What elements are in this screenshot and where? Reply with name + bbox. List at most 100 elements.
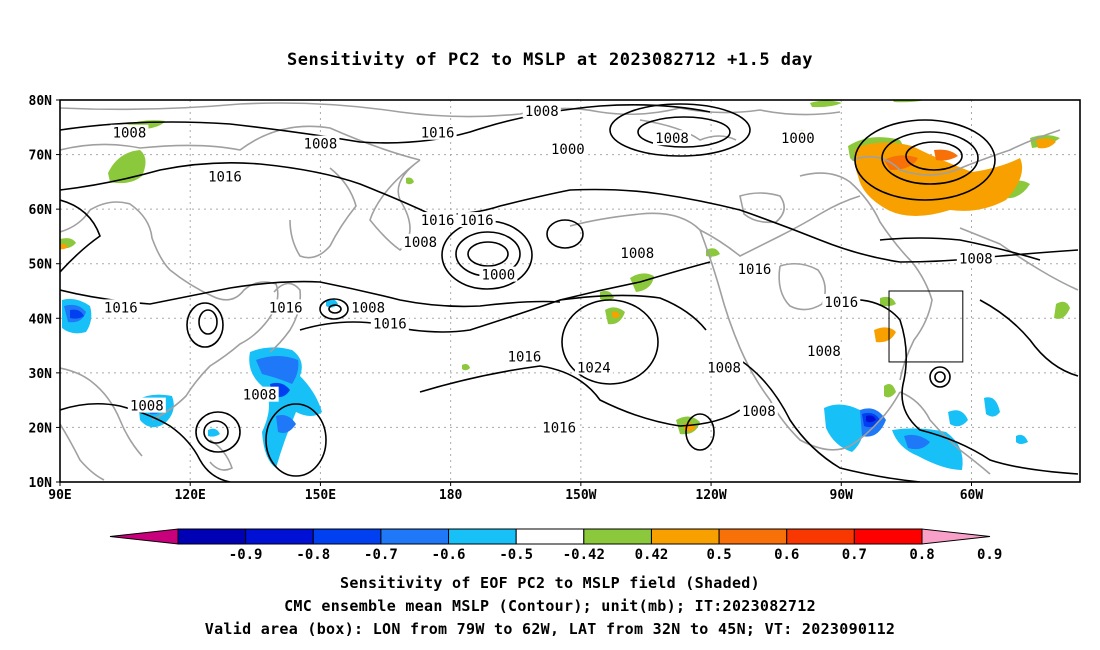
contour-label: 1016 [421, 213, 455, 229]
footer-line-3: Valid area (box): LON from 79W to 62W, L… [204, 620, 896, 638]
lat-label: 30N [29, 367, 53, 382]
colorbar-label: -0.42 [563, 547, 605, 563]
contour-label: 1000 [551, 142, 585, 158]
contour-label-bg [418, 212, 457, 228]
contour-label-bg [505, 348, 544, 364]
lon-label: 90W [830, 488, 854, 503]
contour-label: 1008 [403, 235, 437, 251]
lat-label: 70N [29, 149, 53, 164]
lat-label: 50N [29, 258, 53, 273]
colorbar-swatch [650, 528, 720, 545]
contour-label-bg [370, 315, 409, 331]
contour-label: 1016 [373, 317, 407, 333]
contour-label-bg [653, 130, 691, 146]
footer-line-2: CMC ensemble mean MSLP (Contour); unit(m… [284, 597, 816, 615]
colorbar-swatch [786, 528, 855, 545]
contour-label-bg [266, 299, 305, 315]
lon-label: 120W [695, 488, 726, 503]
contour-label: 1008 [807, 344, 841, 360]
contour-label: 1008 [130, 399, 164, 415]
lat-label: 80N [29, 94, 53, 109]
footer-line-1: Sensitivity of EOF PC2 to MSLP field (Sh… [340, 574, 760, 592]
contour-label-bg [240, 386, 279, 402]
contour-label: 1016 [824, 295, 858, 311]
lon-label: 120E [175, 488, 206, 503]
lat-label: 40N [29, 312, 53, 327]
contour-label: 1008 [655, 131, 689, 147]
valid-area-box [888, 290, 964, 363]
latitude-labels: 80N 70N 60N 50N 40N 30N 20N 10N [29, 94, 60, 491]
sensitivity-shading [60, 100, 1070, 470]
contour-label-bg [205, 168, 244, 184]
colorbar-label: -0.5 [499, 547, 533, 563]
colorbar: -0.9 -0.8 -0.7 -0.6 -0.5 -0.42 0.42 0.5 0.6 0.7 0.… [109, 528, 1002, 563]
contour-label-bg [548, 141, 587, 157]
colorbar-swatch [515, 528, 585, 545]
contour-label: 1008 [304, 137, 338, 153]
contour-label: 1000 [482, 268, 516, 284]
colorbar-label: 0.7 [842, 547, 867, 563]
contour-label: 1016 [104, 300, 138, 316]
contour-label: 1008 [113, 126, 147, 142]
contour-label-bg [540, 419, 579, 435]
colorbar-swatch [177, 528, 247, 545]
contour-label-bg [110, 124, 149, 140]
contour-label-bg [618, 244, 657, 260]
colorbar-label: 0.42 [635, 547, 669, 563]
lat-label: 60N [29, 203, 53, 218]
colorbar-swatch [380, 528, 450, 545]
colorbar-label: 0.8 [909, 547, 934, 563]
contour-label: 1016 [508, 349, 542, 365]
contour-label: 1016 [269, 300, 303, 316]
contour-label-bg [739, 403, 778, 419]
contour-label-bg [401, 233, 440, 249]
colorbar-label: -0.9 [229, 547, 263, 563]
colorbar-low-triangle [109, 528, 179, 545]
mslp-contours [60, 103, 1079, 482]
contour-label: 1000 [781, 131, 815, 147]
contour-label: 1016 [208, 169, 242, 185]
contour-label-bg [956, 250, 995, 266]
contour-label: 1008 [742, 404, 776, 420]
contour-label: 1016 [460, 213, 494, 229]
map-frame [59, 99, 1081, 483]
colorbar-swatch [448, 528, 517, 545]
contour-label-bg [349, 299, 388, 315]
contour-label: 1008 [351, 300, 385, 316]
lon-label: 60W [960, 488, 984, 503]
lat-label: 10N [29, 476, 53, 491]
contour-label-bg [101, 299, 140, 315]
contour-label-bg [804, 343, 843, 359]
contour-label-bg [705, 359, 744, 375]
lat-label: 20N [29, 421, 53, 436]
colorbar-label: -0.7 [364, 547, 398, 563]
contour-label-bg [479, 266, 518, 282]
contour-label-bg [735, 261, 774, 277]
contour-label-bg [457, 212, 496, 228]
contour-label-bg [778, 130, 817, 146]
contour-label: 1008 [525, 104, 559, 120]
colorbar-high-triangle [921, 528, 991, 545]
contour-label: 1008 [959, 251, 993, 267]
colorbar-swatch [245, 528, 314, 545]
contour-label: 1016 [542, 420, 576, 436]
lon-label: 180 [439, 488, 463, 503]
colorbar-label: -0.8 [296, 547, 330, 563]
contour-label: 1016 [738, 262, 772, 278]
contour-label-bg [822, 293, 861, 309]
longitude-labels: 90E 120E 150E 180 150W 120W 90W 60W [48, 482, 983, 503]
colorbar-label: 0.6 [774, 547, 799, 563]
page-title: Sensitivity of PC2 to MSLP at 2023082712… [286, 50, 813, 70]
colorbar-swatch [583, 528, 652, 545]
colorbar-label: -0.6 [432, 547, 466, 563]
contour-label: 1016 [421, 126, 455, 142]
contour-label: 1008 [620, 246, 654, 262]
contour-label-bg [522, 102, 561, 118]
colorbar-label: 0.9 [977, 547, 1002, 563]
lon-label: 90E [48, 488, 71, 503]
contour-label-bg [127, 397, 166, 413]
colorbar-swatch [853, 528, 923, 545]
contour-label: 1024 [577, 360, 611, 376]
colorbar-swatch [312, 528, 382, 545]
